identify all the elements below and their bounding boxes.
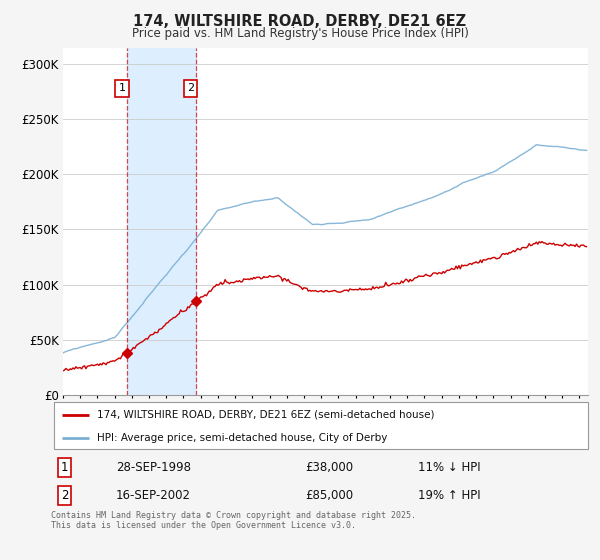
Text: £38,000: £38,000 bbox=[305, 461, 353, 474]
Text: 174, WILTSHIRE ROAD, DERBY, DE21 6EZ (semi-detached house): 174, WILTSHIRE ROAD, DERBY, DE21 6EZ (se… bbox=[97, 409, 434, 419]
Bar bbox=[127, 48, 196, 395]
Text: 28-SEP-1998: 28-SEP-1998 bbox=[116, 461, 191, 474]
Text: 19% ↑ HPI: 19% ↑ HPI bbox=[418, 489, 481, 502]
Text: 174, WILTSHIRE ROAD, DERBY, DE21 6EZ: 174, WILTSHIRE ROAD, DERBY, DE21 6EZ bbox=[133, 14, 467, 29]
FancyBboxPatch shape bbox=[54, 403, 588, 449]
Text: £85,000: £85,000 bbox=[305, 489, 353, 502]
Text: 2: 2 bbox=[187, 83, 194, 94]
Text: Price paid vs. HM Land Registry's House Price Index (HPI): Price paid vs. HM Land Registry's House … bbox=[131, 27, 469, 40]
Text: 1: 1 bbox=[61, 461, 68, 474]
Text: 11% ↓ HPI: 11% ↓ HPI bbox=[418, 461, 481, 474]
Text: 1: 1 bbox=[119, 83, 126, 94]
Text: HPI: Average price, semi-detached house, City of Derby: HPI: Average price, semi-detached house,… bbox=[97, 433, 387, 443]
Text: 16-SEP-2002: 16-SEP-2002 bbox=[116, 489, 191, 502]
Text: Contains HM Land Registry data © Crown copyright and database right 2025.
This d: Contains HM Land Registry data © Crown c… bbox=[51, 511, 416, 530]
Text: 2: 2 bbox=[61, 489, 68, 502]
